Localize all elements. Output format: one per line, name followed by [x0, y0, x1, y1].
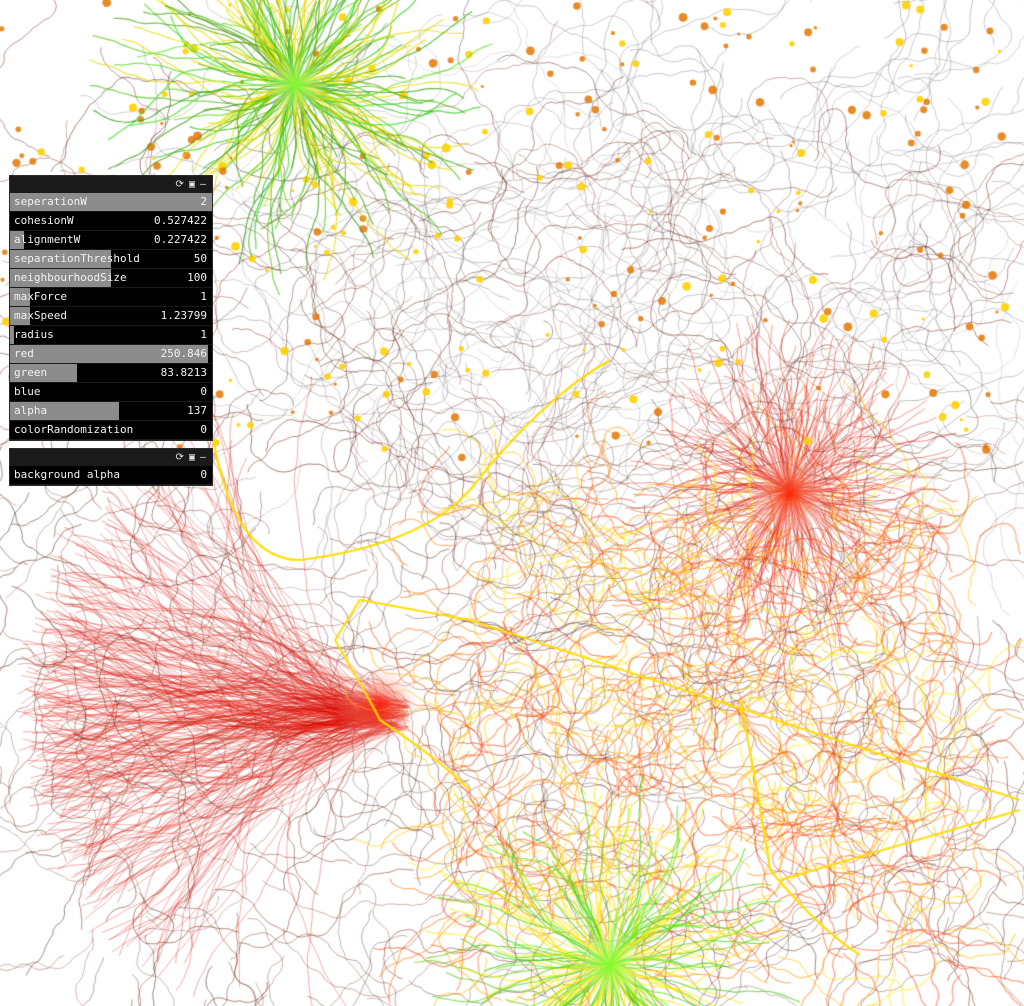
- slider-value: 50: [193, 252, 207, 265]
- background-parameter-panel: ⟳ ▣ – background alpha 0: [9, 448, 213, 486]
- save-icon[interactable]: ▣: [188, 451, 195, 463]
- slider-blue[interactable]: blue 0: [10, 383, 212, 401]
- slider-fill: [10, 288, 31, 306]
- slider-value: 1: [200, 328, 207, 341]
- minimize-icon[interactable]: –: [199, 178, 206, 190]
- refresh-icon[interactable]: ⟳: [175, 451, 184, 463]
- slider-label: colorRandomization: [14, 423, 134, 436]
- slider-label: seperationW: [14, 195, 87, 208]
- slider-value: 137: [187, 404, 207, 417]
- slider-label: maxForce: [14, 290, 67, 303]
- slider-fill: [10, 345, 208, 363]
- slider-label: separationThreshold: [14, 252, 140, 265]
- slider-fill: [10, 250, 111, 268]
- slider-value: 0: [200, 385, 207, 398]
- save-icon[interactable]: ▣: [188, 178, 195, 190]
- refresh-icon[interactable]: ⟳: [175, 178, 184, 190]
- slider-radius[interactable]: radius 1: [10, 326, 212, 344]
- slider-label: neighbourhoodSize: [14, 271, 127, 284]
- slider-cohesionw[interactable]: cohesionW 0.527422: [10, 212, 212, 230]
- slider-value: 83.8213: [160, 366, 207, 379]
- slider-background-alpha[interactable]: background alpha 0: [10, 466, 212, 484]
- slider-label: background alpha: [14, 468, 120, 481]
- slider-maxspeed[interactable]: maxSpeed 1.23799: [10, 307, 212, 325]
- slider-label: green: [14, 366, 48, 379]
- slider-fill: [10, 193, 212, 211]
- slider-value: 0.527422: [154, 214, 207, 227]
- slider-value: 100: [187, 271, 207, 284]
- slider-fill: [10, 231, 25, 249]
- slider-value: 0: [200, 423, 207, 436]
- slider-fill: [10, 364, 77, 382]
- slider-colorrandomization[interactable]: colorRandomization 0: [10, 421, 212, 439]
- boids-parameter-panel: ⟳ ▣ – seperationW 2 cohesionW 0.527422 align…: [9, 175, 213, 441]
- slider-alpha[interactable]: alpha 137: [10, 402, 212, 420]
- slider-seperationw[interactable]: seperationW 2: [10, 193, 212, 211]
- slider-label: maxSpeed: [14, 309, 67, 322]
- slider-label: cohesionW: [14, 214, 74, 227]
- slider-value: 1: [200, 290, 207, 303]
- panel-header[interactable]: ⟳ ▣ –: [10, 449, 212, 466]
- slider-maxforce[interactable]: maxForce 1: [10, 288, 212, 306]
- slider-label: red: [14, 347, 34, 360]
- slider-neighbourhoodsize[interactable]: neighbourhoodSize 100: [10, 269, 212, 287]
- slider-fill: [10, 307, 31, 325]
- slider-red[interactable]: red 250.846: [10, 345, 212, 363]
- slider-label: blue: [14, 385, 41, 398]
- slider-label: radius: [14, 328, 54, 341]
- slider-value: 2: [200, 195, 207, 208]
- slider-value: 0: [200, 468, 207, 481]
- slider-value: 1.23799: [160, 309, 207, 322]
- panel-header[interactable]: ⟳ ▣ –: [10, 176, 212, 193]
- slider-value: 250.846: [160, 347, 207, 360]
- slider-separationthreshold[interactable]: separationThreshold 50: [10, 250, 212, 268]
- slider-green[interactable]: green 83.8213: [10, 364, 212, 382]
- slider-label: alignmentW: [14, 233, 81, 246]
- slider-value: 0.227422: [154, 233, 207, 246]
- slider-fill: [10, 402, 120, 420]
- slider-fill: [10, 269, 111, 287]
- slider-fill: [10, 326, 15, 344]
- slider-label: alpha: [14, 404, 48, 417]
- minimize-icon[interactable]: –: [199, 451, 206, 463]
- slider-alignmentw[interactable]: alignmentW 0.227422: [10, 231, 212, 249]
